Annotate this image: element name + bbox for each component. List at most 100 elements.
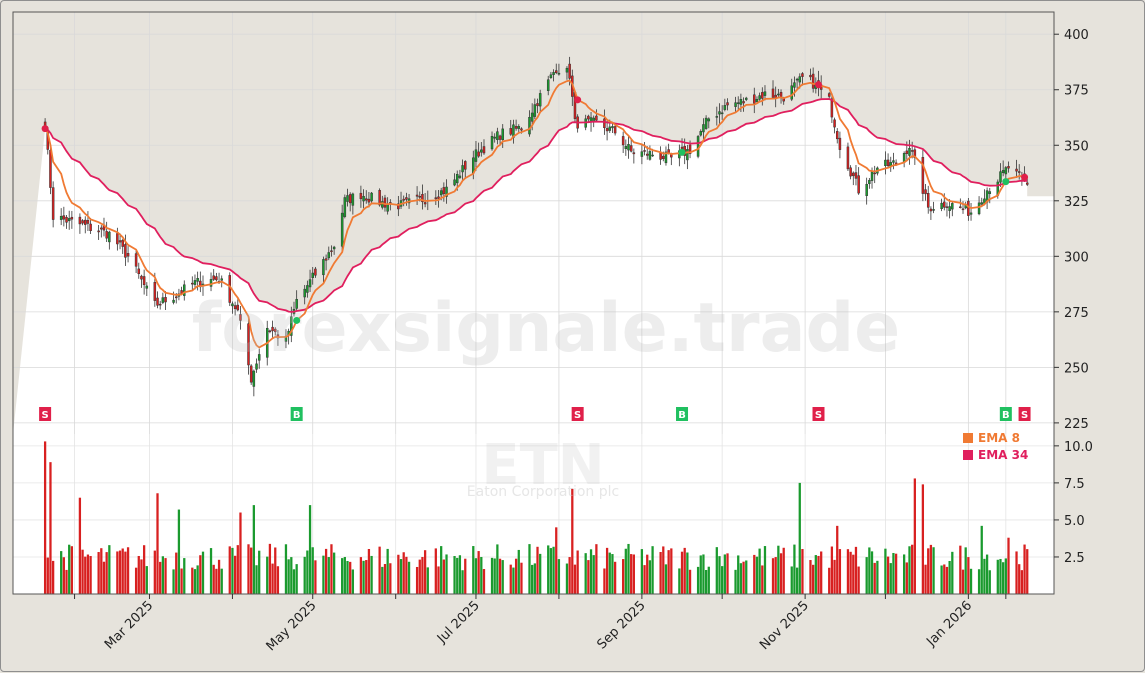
volume-bar — [977, 569, 981, 594]
price-tick-label: 325 — [1064, 195, 1089, 210]
x-tick-label: Mar 2025 — [102, 598, 156, 652]
volume-bar — [49, 462, 52, 594]
volume-bar — [437, 566, 440, 594]
volume-bar — [985, 554, 989, 594]
volume-bar — [699, 555, 702, 594]
candle — [533, 98, 537, 120]
candle — [723, 98, 727, 112]
volume-bar — [873, 562, 876, 594]
candle — [854, 164, 858, 186]
volume-bar — [258, 550, 261, 594]
volume-bar — [608, 552, 611, 594]
candle — [884, 151, 887, 175]
volume-bar — [183, 558, 186, 594]
volume-bar — [62, 557, 65, 594]
price-tick-label: 350 — [1064, 139, 1089, 154]
volume-bar — [140, 559, 143, 594]
candle — [340, 204, 344, 252]
volume-bar — [341, 558, 344, 594]
volume-bar — [201, 551, 205, 594]
volume-bar — [777, 545, 780, 594]
candle — [565, 66, 569, 80]
candle — [257, 348, 261, 369]
candle — [873, 165, 876, 184]
volume-bar — [622, 559, 625, 594]
volume-bar — [233, 555, 237, 594]
signal-label: S — [815, 410, 822, 421]
candle — [362, 189, 365, 209]
volume-bar — [555, 527, 558, 594]
candle — [715, 106, 719, 126]
volume-bar — [86, 554, 90, 594]
volume-bar — [52, 560, 55, 594]
candle — [771, 80, 775, 99]
volume-bar — [399, 559, 403, 594]
volume-bar — [557, 559, 561, 594]
volume-bar — [490, 557, 494, 594]
candle — [969, 202, 973, 221]
volume-bar — [854, 546, 858, 594]
volume-bar — [434, 548, 437, 594]
volume-bar — [1026, 549, 1029, 594]
volume-bar — [220, 568, 223, 594]
volume-bar — [624, 548, 627, 594]
candle — [988, 187, 992, 204]
candle — [496, 127, 499, 145]
volume-bar — [314, 560, 317, 594]
volume-bar — [828, 567, 831, 594]
candle — [405, 192, 408, 206]
price-tick-label: 400 — [1064, 28, 1089, 43]
candle — [686, 144, 689, 170]
candle — [249, 364, 253, 385]
candle — [718, 103, 721, 124]
candle — [308, 269, 312, 293]
candle — [557, 63, 561, 76]
candle — [209, 272, 213, 292]
candle — [51, 181, 55, 228]
volume-bar — [943, 564, 946, 594]
volume-bar — [70, 546, 74, 594]
volume-bar — [134, 567, 138, 594]
candle — [474, 141, 478, 171]
volume-bar — [798, 482, 801, 594]
legend: EMA 8 EMA 34 — [963, 431, 1028, 462]
volume-bar — [1020, 570, 1024, 594]
volume-bar — [932, 547, 935, 594]
candle — [105, 221, 108, 243]
volume-bar — [696, 566, 700, 594]
volume-bar — [426, 567, 429, 594]
volume-bar — [587, 560, 590, 594]
volume-bar — [833, 559, 836, 594]
candle — [932, 201, 935, 214]
volume-bar — [1023, 544, 1026, 594]
volume-bar — [212, 564, 215, 594]
volume-bar — [723, 554, 726, 594]
candle — [324, 254, 328, 271]
volume-bar — [89, 556, 92, 594]
candle — [453, 173, 456, 187]
candle — [707, 117, 711, 129]
candle — [605, 120, 609, 141]
candle — [183, 280, 186, 301]
volume-bar — [927, 548, 930, 594]
volume-bar — [81, 549, 84, 594]
volume-bar — [704, 570, 708, 594]
volume-bar — [276, 566, 280, 594]
candle — [951, 201, 954, 217]
volume-bar — [929, 544, 933, 594]
volume-bar — [389, 563, 392, 594]
volume-bar — [343, 556, 346, 594]
volume-bar — [193, 569, 197, 594]
candle — [886, 153, 890, 168]
candle — [627, 135, 630, 159]
volume-bar — [763, 546, 767, 594]
candle — [367, 192, 371, 208]
volume-bar — [921, 484, 925, 594]
volume-bar — [627, 543, 630, 594]
volume-bar — [688, 569, 692, 594]
candle — [121, 238, 124, 254]
volume-bar — [603, 568, 606, 594]
volume-bar — [536, 546, 539, 594]
volume-bar — [440, 546, 443, 594]
